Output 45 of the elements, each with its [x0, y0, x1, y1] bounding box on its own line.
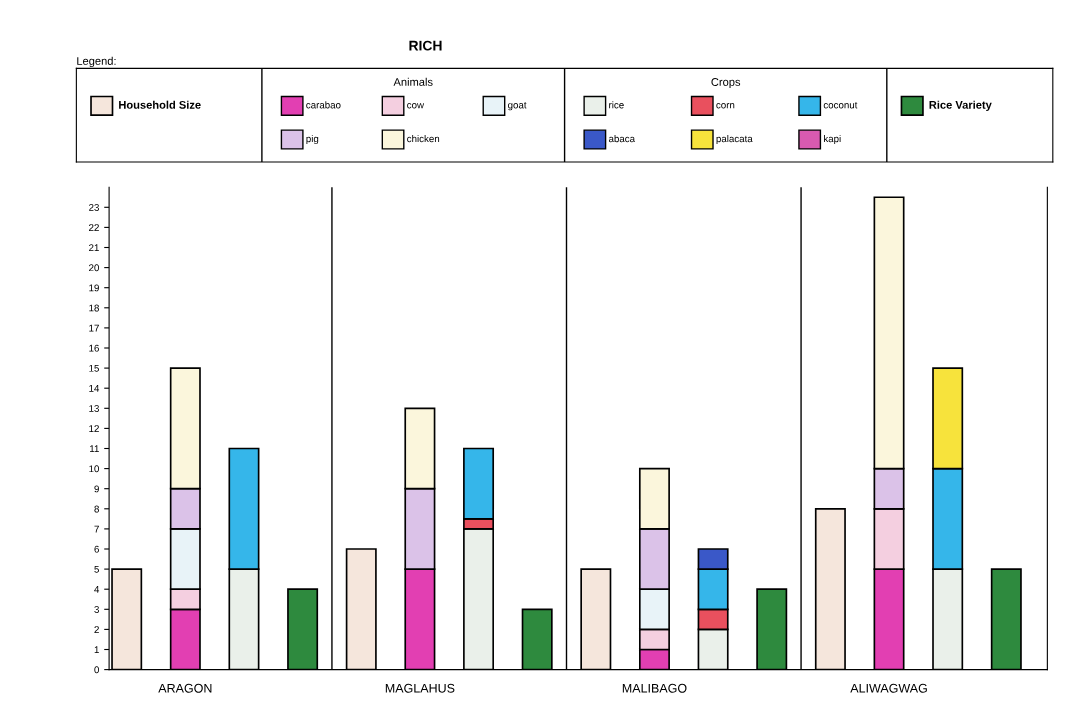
y-tick-label: 6	[94, 545, 99, 553]
y-tick-label: 18	[89, 304, 99, 312]
y-tick-label: 8	[94, 505, 99, 513]
y-tick-label: 11	[90, 445, 99, 453]
y-tick-label: 5	[94, 565, 99, 573]
y-tick-label: 3	[94, 606, 99, 613]
legend-label: kapi	[824, 135, 841, 145]
legend-label: coconut	[823, 102, 858, 109]
y-tick-label: 22	[89, 224, 99, 231]
y-tick-label: 15	[89, 364, 99, 372]
y-tick-label: 21	[89, 244, 99, 252]
legend-label: chicken	[407, 135, 440, 143]
legend-label: carabao	[306, 101, 341, 109]
y-tick-label: 19	[89, 284, 99, 292]
y-tick-label: 0	[94, 666, 99, 674]
y-tick-label: 12	[89, 425, 99, 432]
legend-label: palacata	[716, 135, 753, 145]
y-tick-label: 16	[89, 344, 99, 352]
y-tick-label: 13	[89, 405, 99, 412]
y-tick-label: 4	[94, 586, 100, 593]
x-tick-label: ARAGON	[158, 683, 212, 693]
x-tick-label: MALIBAGO	[622, 683, 687, 693]
text: Animals	[393, 77, 433, 86]
legend-label: rice	[609, 101, 624, 109]
text: Crops	[711, 78, 741, 89]
legend-label: cow	[407, 103, 425, 109]
legend-label: pig	[306, 135, 319, 145]
y-tick-label: 10	[89, 465, 99, 473]
y-tick-label: 1	[94, 646, 99, 654]
legend-label: abaca	[608, 135, 636, 143]
y-tick-label: 7	[94, 525, 99, 533]
legend-label: goat	[508, 102, 527, 111]
x-tick-label: ALIWAGWAG	[850, 683, 927, 693]
legend-label: Household Size	[119, 100, 201, 109]
y-tick-label: 9	[94, 485, 99, 493]
y-tick-label: 14	[89, 385, 100, 392]
y-tick-label: 17	[89, 324, 99, 332]
y-tick-label: 20	[89, 264, 99, 272]
legend-label: corn	[716, 103, 735, 109]
x-tick-label: MAGLAHUS	[385, 683, 455, 693]
legend-label: Rice Variety	[929, 100, 992, 112]
y-tick-label: 23	[89, 204, 99, 211]
chart-title: RICH	[409, 40, 442, 51]
legend-title: Legend:	[77, 56, 116, 68]
y-tick-label: 2	[94, 626, 99, 633]
